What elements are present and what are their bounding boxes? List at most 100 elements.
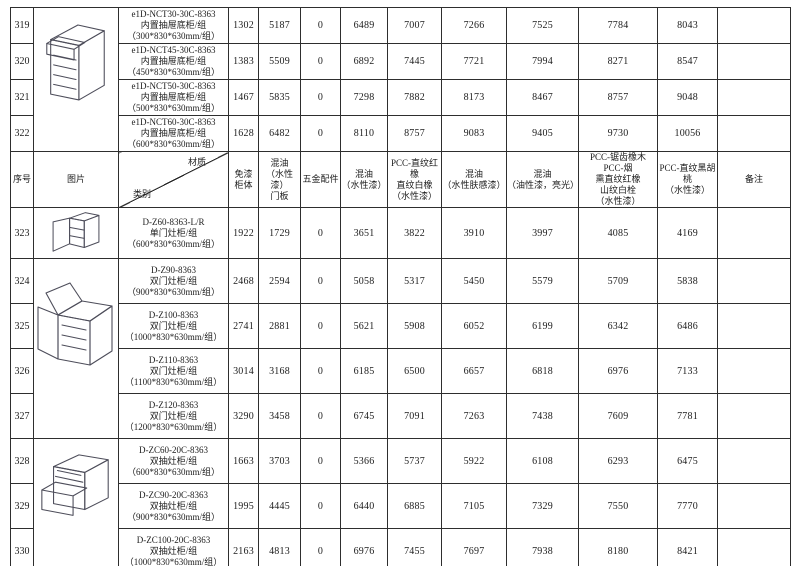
price-cell: 3651 [340, 207, 388, 259]
note-cell [717, 528, 791, 566]
double-door-cabinet-icon [37, 282, 113, 366]
price-cell: 4445 [258, 483, 301, 529]
item-dims: （900*830*630mm/组） [126, 511, 220, 522]
single-door-cabinet-icon [52, 212, 100, 252]
price-cell: 7105 [441, 483, 507, 529]
row-seq: 330 [10, 528, 34, 566]
price-cell: 2881 [258, 303, 301, 349]
table-row: 323 D-Z60-8363-L/R 单门灶柜/组 （600*830*630mm… [10, 207, 791, 259]
note-cell [717, 348, 791, 394]
item-spec-cell: D-Z60-8363-L/R 单门灶柜/组 （600*830*630mm/组） [118, 207, 229, 259]
price-cell: 7329 [506, 483, 579, 529]
model-code: D-ZC100-20C-8363 [136, 534, 211, 545]
table-row: 328 D-ZC60-20C-8363 双抽灶柜/组 （600*830*630m… [10, 438, 791, 566]
header-col-blended-skinfeel: 混油 （水性肤感漆） [441, 151, 507, 208]
row-seq: 320 [10, 43, 34, 80]
model-code: D-Z110-8363 [148, 354, 199, 365]
price-cell: 6475 [657, 438, 718, 484]
price-cell: 6342 [578, 303, 658, 349]
price-cell: 5366 [340, 438, 388, 484]
price-cell: 3997 [506, 207, 579, 259]
item-name: 内置抽屉底柜/组 [140, 20, 207, 30]
note-cell [717, 79, 791, 116]
product-image-cell [33, 207, 119, 259]
price-cell: 0 [300, 7, 341, 44]
price-cell: 6108 [506, 438, 579, 484]
row-seq: 327 [10, 393, 34, 439]
header-col-hardware: 五金配件 [300, 151, 341, 208]
price-cell: 2163 [228, 528, 259, 566]
row-seq: 324 [10, 258, 34, 304]
price-cell: 7266 [441, 7, 507, 44]
note-cell [717, 483, 791, 529]
item-name: 双门灶柜/组 [149, 365, 198, 376]
price-cell: 6976 [340, 528, 388, 566]
header-category: 类别 [133, 189, 152, 199]
item-dims: （600*830*630mm/组） [126, 238, 220, 249]
header-seq: 序号 [10, 151, 34, 208]
price-cell: 5450 [441, 258, 507, 304]
price-cell: 9730 [578, 115, 658, 152]
product-image-cell [33, 258, 119, 439]
table-row: 320 e1D-NCT45-30C-8363 内置抽屉底柜/组 （450*830… [10, 43, 791, 80]
header-col-blended-waterpaint-door: 混油 （水性漆） 门板 [258, 151, 301, 208]
price-cell: 5579 [506, 258, 579, 304]
note-cell [717, 303, 791, 349]
price-cell: 7133 [657, 348, 718, 394]
price-cell: 6489 [340, 7, 388, 44]
price-cell: 6052 [441, 303, 507, 349]
price-cell: 0 [300, 483, 341, 529]
model-code: D-ZC90-20C-8363 [139, 489, 208, 500]
item-spec-cell: e1D-NCT60-30C-8363 内置抽屉底柜/组 （600*830*630… [118, 115, 229, 152]
price-cell: 1467 [228, 79, 259, 116]
price-cell: 6486 [657, 303, 718, 349]
price-cell: 7091 [387, 393, 442, 439]
price-cell: 8467 [506, 79, 579, 116]
model-code: e1D-NCT60-30C-8363 [131, 117, 216, 127]
note-cell [717, 43, 791, 80]
model-code: D-Z60-8363-L/R [142, 216, 205, 227]
table-row: 329 D-ZC90-20C-8363 双抽灶柜/组 （900*830*630m… [10, 483, 791, 529]
note-cell [717, 207, 791, 259]
price-cell: 8757 [578, 79, 658, 116]
item-dims: （500*830*630mm/组） [126, 103, 220, 113]
price-cell: 5908 [387, 303, 442, 349]
price-cell: 4085 [578, 207, 658, 259]
price-cell: 6818 [506, 348, 579, 394]
price-cell: 1383 [228, 43, 259, 80]
header-col-blended-waterpaint: 混油 （水性漆） [340, 151, 388, 208]
price-cell: 5317 [387, 258, 442, 304]
header-col-pcc-sawtooth-oak: PCC-锯齿橡木 PCC-烟 熏直纹红橡 山纹白栓 （水性漆） [578, 151, 658, 208]
price-cell: 6657 [441, 348, 507, 394]
row-seq: 328 [10, 438, 34, 484]
price-cell: 9048 [657, 79, 718, 116]
price-cell: 5922 [441, 438, 507, 484]
price-cell: 3168 [258, 348, 301, 394]
price-cell: 6185 [340, 348, 388, 394]
price-cell: 7770 [657, 483, 718, 529]
price-cell: 7525 [506, 7, 579, 44]
price-cell: 0 [300, 303, 341, 349]
price-cell: 7781 [657, 393, 718, 439]
price-cell: 1729 [258, 207, 301, 259]
table-row: 322 e1D-NCT60-30C-8363 内置抽屉底柜/组 （600*830… [10, 115, 791, 152]
header-col-note: 备注 [717, 151, 791, 208]
model-code: D-Z120-8363 [148, 399, 199, 410]
price-cell: 2468 [228, 258, 259, 304]
item-name: 双门灶柜/组 [149, 320, 198, 331]
row-seq: 325 [10, 303, 34, 349]
product-image-cell [33, 438, 119, 566]
price-cell: 7263 [441, 393, 507, 439]
price-cell: 7298 [340, 79, 388, 116]
header-col-unpainted-carcass: 免漆 柜体 [228, 151, 259, 208]
table-row: 327 D-Z120-8363 双门灶柜/组 （1200*830*630mm/组… [10, 393, 791, 439]
item-name: 双门灶柜/组 [149, 275, 198, 286]
model-code: D-Z100-8363 [148, 309, 199, 320]
price-cell: 0 [300, 207, 341, 259]
table-row: 325 D-Z100-8363 双门灶柜/组 （1000*830*630mm/组… [10, 303, 791, 349]
price-cell: 6500 [387, 348, 442, 394]
header-material: 材质 [187, 157, 206, 167]
price-cell: 5835 [258, 79, 301, 116]
price-cell: 6892 [340, 43, 388, 80]
